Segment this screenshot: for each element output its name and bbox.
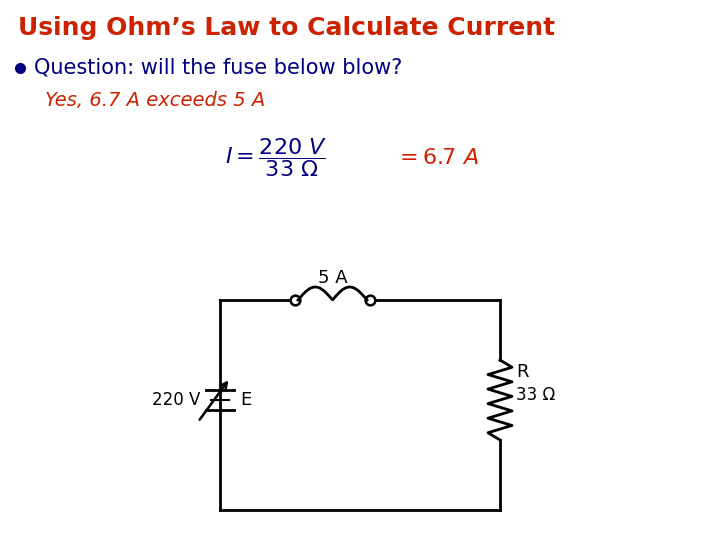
Text: $= 6.7\ A$: $= 6.7\ A$ xyxy=(395,148,479,168)
Text: R: R xyxy=(516,363,528,381)
Text: Question: will the fuse below blow?: Question: will the fuse below blow? xyxy=(34,58,402,78)
Text: 220 V: 220 V xyxy=(152,391,200,409)
Text: $\mathit{I} = \dfrac{220\ V}{33\ \Omega}$: $\mathit{I} = \dfrac{220\ V}{33\ \Omega}… xyxy=(225,137,327,179)
Text: Yes, 6.7 A exceeds 5 A: Yes, 6.7 A exceeds 5 A xyxy=(45,91,265,110)
Text: E: E xyxy=(240,391,251,409)
Text: 33 Ω: 33 Ω xyxy=(516,386,555,404)
Text: 5 A: 5 A xyxy=(318,269,347,287)
Text: Using Ohm’s Law to Calculate Current: Using Ohm’s Law to Calculate Current xyxy=(18,16,555,40)
